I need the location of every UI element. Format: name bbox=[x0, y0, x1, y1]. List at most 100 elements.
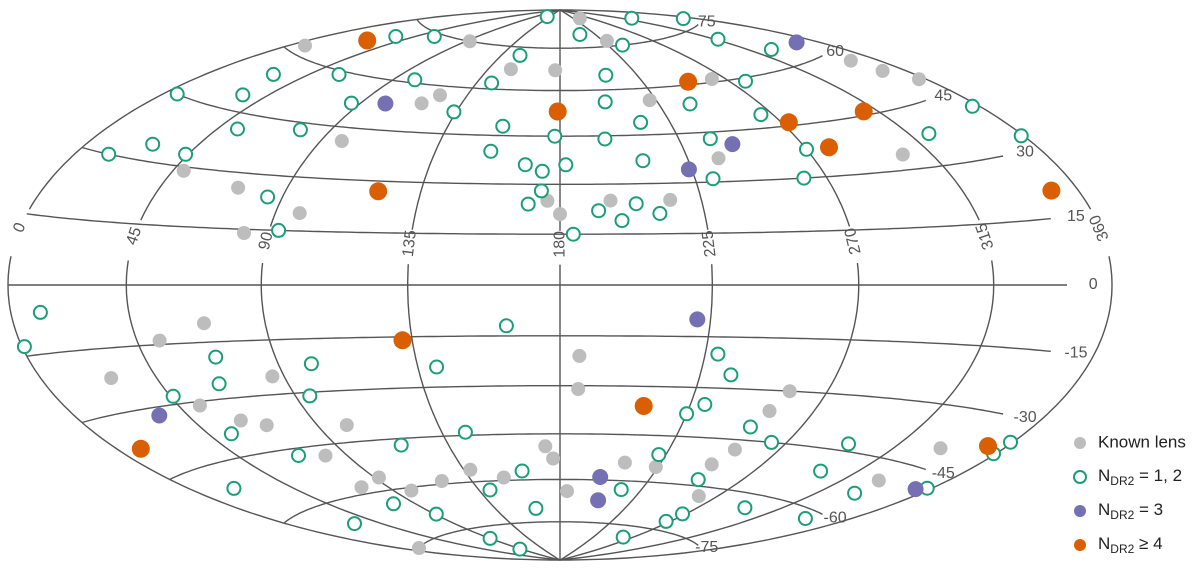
point bbox=[298, 38, 312, 53]
point bbox=[414, 96, 429, 111]
meridian bbox=[7, 9, 560, 561]
point bbox=[433, 88, 447, 103]
point bbox=[393, 437, 409, 453]
legend-label: NDR2 = 3 bbox=[1098, 500, 1163, 522]
point bbox=[704, 72, 719, 86]
legend-marker bbox=[1073, 470, 1087, 484]
legend-label: NDR2 = 1, 2 bbox=[1098, 466, 1182, 488]
point bbox=[847, 485, 863, 501]
point bbox=[208, 349, 224, 365]
point bbox=[603, 193, 618, 208]
point bbox=[572, 348, 587, 363]
point bbox=[271, 222, 287, 238]
point bbox=[548, 63, 563, 78]
meridian bbox=[559, 9, 860, 561]
point bbox=[613, 482, 629, 498]
graticule bbox=[7, 9, 1113, 561]
point bbox=[615, 529, 631, 545]
point bbox=[331, 67, 347, 82]
x-tick-label: 315 bbox=[973, 221, 998, 252]
parallel bbox=[169, 433, 927, 481]
point bbox=[369, 182, 388, 201]
point bbox=[635, 153, 651, 169]
meridian bbox=[559, 9, 995, 561]
point bbox=[553, 207, 567, 222]
parallel bbox=[416, 521, 699, 551]
point bbox=[429, 359, 445, 375]
point bbox=[457, 424, 473, 440]
point bbox=[1003, 434, 1018, 450]
point bbox=[101, 146, 117, 162]
point bbox=[742, 419, 758, 435]
point bbox=[558, 157, 574, 173]
point bbox=[528, 500, 544, 516]
point bbox=[1013, 128, 1029, 144]
legend-marker bbox=[1074, 505, 1086, 517]
point bbox=[223, 426, 239, 442]
point bbox=[517, 157, 533, 173]
point bbox=[404, 483, 419, 498]
point bbox=[697, 397, 713, 412]
point bbox=[496, 470, 511, 485]
point bbox=[933, 441, 948, 456]
point bbox=[197, 316, 211, 331]
point bbox=[614, 213, 630, 229]
point bbox=[854, 102, 873, 121]
point bbox=[633, 114, 649, 130]
point bbox=[572, 27, 588, 42]
point bbox=[371, 470, 386, 485]
point bbox=[597, 131, 613, 147]
point bbox=[407, 72, 423, 88]
point bbox=[679, 406, 695, 422]
point bbox=[233, 413, 248, 428]
point bbox=[318, 448, 333, 463]
point bbox=[548, 102, 567, 121]
point bbox=[226, 480, 242, 496]
point bbox=[691, 489, 706, 504]
point bbox=[875, 63, 890, 78]
point bbox=[386, 496, 401, 512]
point bbox=[152, 333, 167, 348]
point bbox=[689, 311, 706, 328]
point bbox=[796, 170, 812, 186]
point bbox=[354, 480, 369, 495]
point bbox=[679, 72, 698, 91]
point bbox=[651, 447, 667, 463]
point bbox=[514, 463, 530, 479]
x-tick-label: 180 bbox=[551, 231, 568, 258]
x-tick-label: 360 bbox=[1087, 212, 1113, 243]
y-tick-label: -45 bbox=[932, 465, 955, 482]
point bbox=[599, 33, 614, 48]
point bbox=[592, 469, 609, 485]
point bbox=[663, 192, 678, 207]
point bbox=[753, 107, 769, 123]
point bbox=[428, 506, 444, 522]
point bbox=[762, 404, 777, 418]
point bbox=[788, 34, 805, 51]
point bbox=[912, 72, 926, 87]
point bbox=[151, 407, 168, 424]
point bbox=[565, 226, 581, 242]
parallel bbox=[81, 385, 1004, 424]
point bbox=[820, 138, 838, 157]
point bbox=[260, 189, 276, 205]
point bbox=[642, 93, 657, 108]
point bbox=[32, 304, 48, 320]
point bbox=[512, 541, 528, 557]
y-tick-label: -30 bbox=[1013, 409, 1036, 426]
point bbox=[539, 9, 555, 25]
point bbox=[358, 31, 377, 50]
legend-marker bbox=[1074, 539, 1086, 551]
y-tick-label: 45 bbox=[934, 88, 952, 105]
point bbox=[799, 141, 814, 157]
point bbox=[343, 95, 359, 111]
point bbox=[704, 457, 719, 472]
y-tick-label: -15 bbox=[1064, 345, 1087, 362]
point bbox=[727, 442, 742, 457]
point bbox=[871, 473, 886, 488]
y-tick-label: 75 bbox=[698, 14, 716, 31]
y-tick-label: 15 bbox=[1067, 208, 1085, 225]
y-tick-label: 0 bbox=[1089, 276, 1098, 293]
point bbox=[723, 367, 739, 383]
point bbox=[291, 448, 306, 463]
